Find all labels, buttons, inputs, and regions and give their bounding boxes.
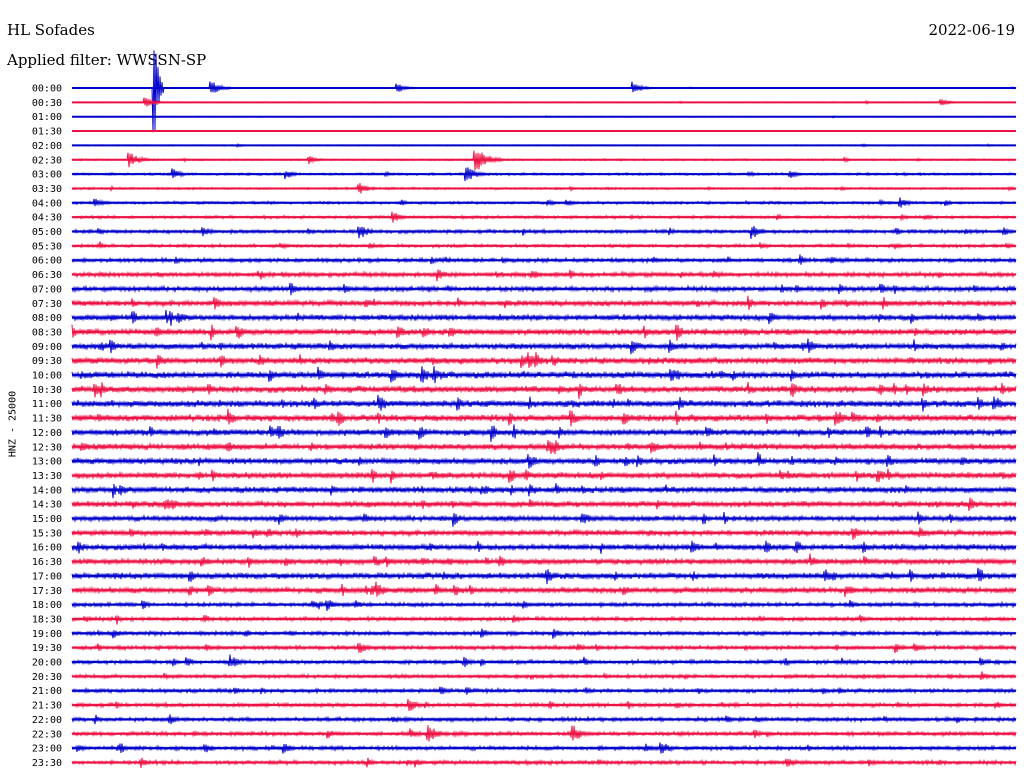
row-time-label: 03:30 [32,184,62,195]
date-label: 2022-06-19 [928,21,1015,39]
row-time-label: 01:00 [32,112,62,123]
row-time-label: 14:00 [32,485,62,496]
row-time-label: 20:30 [32,672,62,683]
row-time-label: 08:00 [32,313,62,324]
row-time-label: 05:30 [32,241,62,252]
row-time-label: 08:30 [32,327,62,338]
row-time-label: 16:30 [32,557,62,568]
row-time-label: 09:30 [32,356,62,367]
row-time-label: 05:00 [32,227,62,238]
row-time-label: 12:30 [32,442,62,453]
row-time-label: 06:30 [32,270,62,281]
row-time-label: 02:00 [32,141,62,152]
trace-group [71,50,1017,768]
row-time-label: 22:30 [32,729,62,740]
row-time-label: 17:30 [32,586,62,597]
row-time-label: 04:00 [32,198,62,209]
station-title: HL Sofades [7,21,95,39]
trace-0000 [71,50,1017,133]
row-time-label: 00:00 [32,84,62,95]
row-time-label: 21:30 [32,701,62,712]
row-time-label: 23:00 [32,744,62,755]
row-time-label: 22:00 [32,715,62,726]
row-time-label: 11:30 [32,414,62,425]
row-time-label: 07:30 [32,299,62,310]
row-time-label: 12:00 [32,428,62,439]
row-time-label: 10:00 [32,371,62,382]
row-time-label: 20:00 [32,658,62,669]
row-time-label: 19:30 [32,643,62,654]
tick-label-group: 00:00 00:30 01:00 01:30 02:00 02:30 03:00 03:30… [32,84,62,769]
row-time-label: 15:30 [32,528,62,539]
row-time-label: 02:30 [32,155,62,166]
row-time-label: 04:30 [32,213,62,224]
row-time-label: 16:00 [32,543,62,554]
row-time-label: 18:30 [32,614,62,625]
row-time-label: 10:30 [32,385,62,396]
row-time-label: 15:00 [32,514,62,525]
row-time-label: 18:00 [32,600,62,611]
row-time-label: 19:00 [32,629,62,640]
trace-1030 [71,382,1017,400]
row-time-label: 11:00 [32,399,62,410]
row-time-label: 14:30 [32,500,62,511]
row-time-label: 00:30 [32,98,62,109]
row-time-label: 13:30 [32,471,62,482]
trace-2000 [71,654,1017,667]
row-time-label: 06:00 [32,256,62,267]
row-time-label: 13:00 [32,457,62,468]
row-time-label: 01:30 [32,127,62,138]
row-time-label: 23:30 [32,758,62,769]
row-time-label: 21:00 [32,686,62,697]
row-time-label: 09:00 [32,342,62,353]
row-time-label: 03:00 [32,170,62,181]
row-time-label: 07:00 [32,284,62,295]
row-time-label: 17:00 [32,571,62,582]
